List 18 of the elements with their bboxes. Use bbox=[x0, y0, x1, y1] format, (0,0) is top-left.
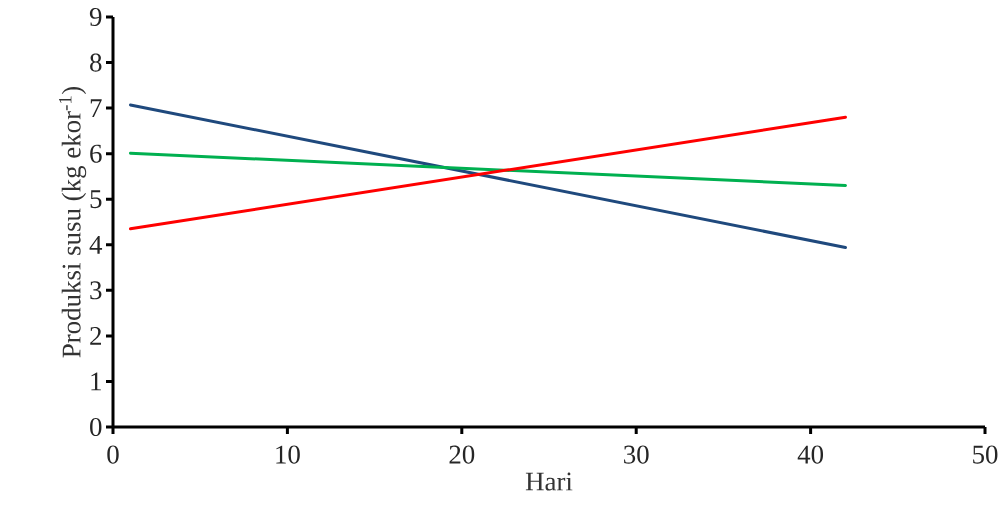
y-tick-label: 7 bbox=[90, 99, 102, 117]
y-tick-label: 6 bbox=[90, 144, 102, 163]
x-tick-label: 50 bbox=[973, 445, 998, 464]
y-tick-label: 9 bbox=[89, 7, 102, 27]
x-tick-label: 20 bbox=[449, 445, 475, 464]
y-axis-title: Produksi susu (kg ekor$^{-1}$) bbox=[58, 86, 87, 358]
y-tick-label: 3 bbox=[90, 281, 102, 300]
y-tick-label: 1 bbox=[91, 372, 101, 391]
x-tick-label: 40 bbox=[797, 445, 824, 464]
y-tick-label: 2 bbox=[90, 326, 101, 345]
y-tick-label: 5 bbox=[90, 190, 102, 209]
y-tick-label: 8 bbox=[90, 53, 102, 72]
x-tick-label: 0 bbox=[107, 445, 119, 464]
y-tick-label: 4 bbox=[89, 235, 103, 254]
y-tick-label: 0 bbox=[90, 417, 102, 437]
x-axis-title: Hari bbox=[525, 472, 573, 491]
x-tick-label: 30 bbox=[624, 445, 649, 464]
x-tick-label: 10 bbox=[276, 445, 300, 464]
